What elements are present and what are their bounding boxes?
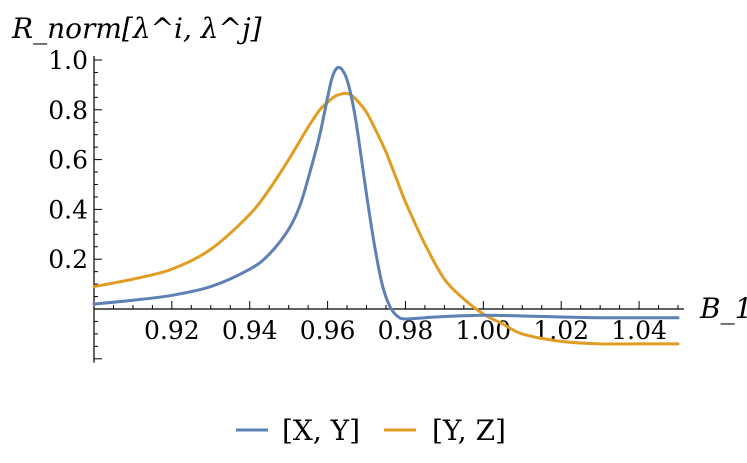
legend-item-xy: [X, Y] <box>236 414 360 447</box>
legend-label: [X, Y] <box>282 414 360 447</box>
x-tick-label: 0.96 <box>300 316 356 345</box>
ticks: 0.20.40.60.81.00.92 0.94 0.96 0.98 1.00 1.02 1… <box>48 46 679 360</box>
x-tick-label: 1.04 <box>611 316 667 345</box>
x-tick-label: 0.94 <box>222 316 278 345</box>
y-tick-label: 0.8 <box>48 96 88 125</box>
x-tick-label: 0.92 <box>144 316 200 345</box>
y-tick-label: 0.6 <box>48 146 88 175</box>
legend: [X, Y] [Y, Z] <box>236 414 506 447</box>
legend-label: [Y, Z] <box>432 414 506 447</box>
series-xy-line <box>92 65 680 321</box>
series-yz-line <box>92 91 680 346</box>
y-tick-label: 1.0 <box>48 46 88 75</box>
series-layer <box>92 65 680 346</box>
x-tick-label: 0.98 <box>378 316 434 345</box>
x-tick-label: 1.00 <box>455 316 511 345</box>
y-axis-title: R_norm[λ^i, λ^j] <box>11 12 262 45</box>
x-axis-title: B_1 <box>699 292 747 325</box>
legend-item-yz: [Y, Z] <box>384 414 506 447</box>
axis-titles: R_norm[λ^i, λ^j] B_1 <box>11 12 747 325</box>
y-tick-label: 0.2 <box>48 245 88 274</box>
y-tick-label: 0.4 <box>48 195 88 224</box>
